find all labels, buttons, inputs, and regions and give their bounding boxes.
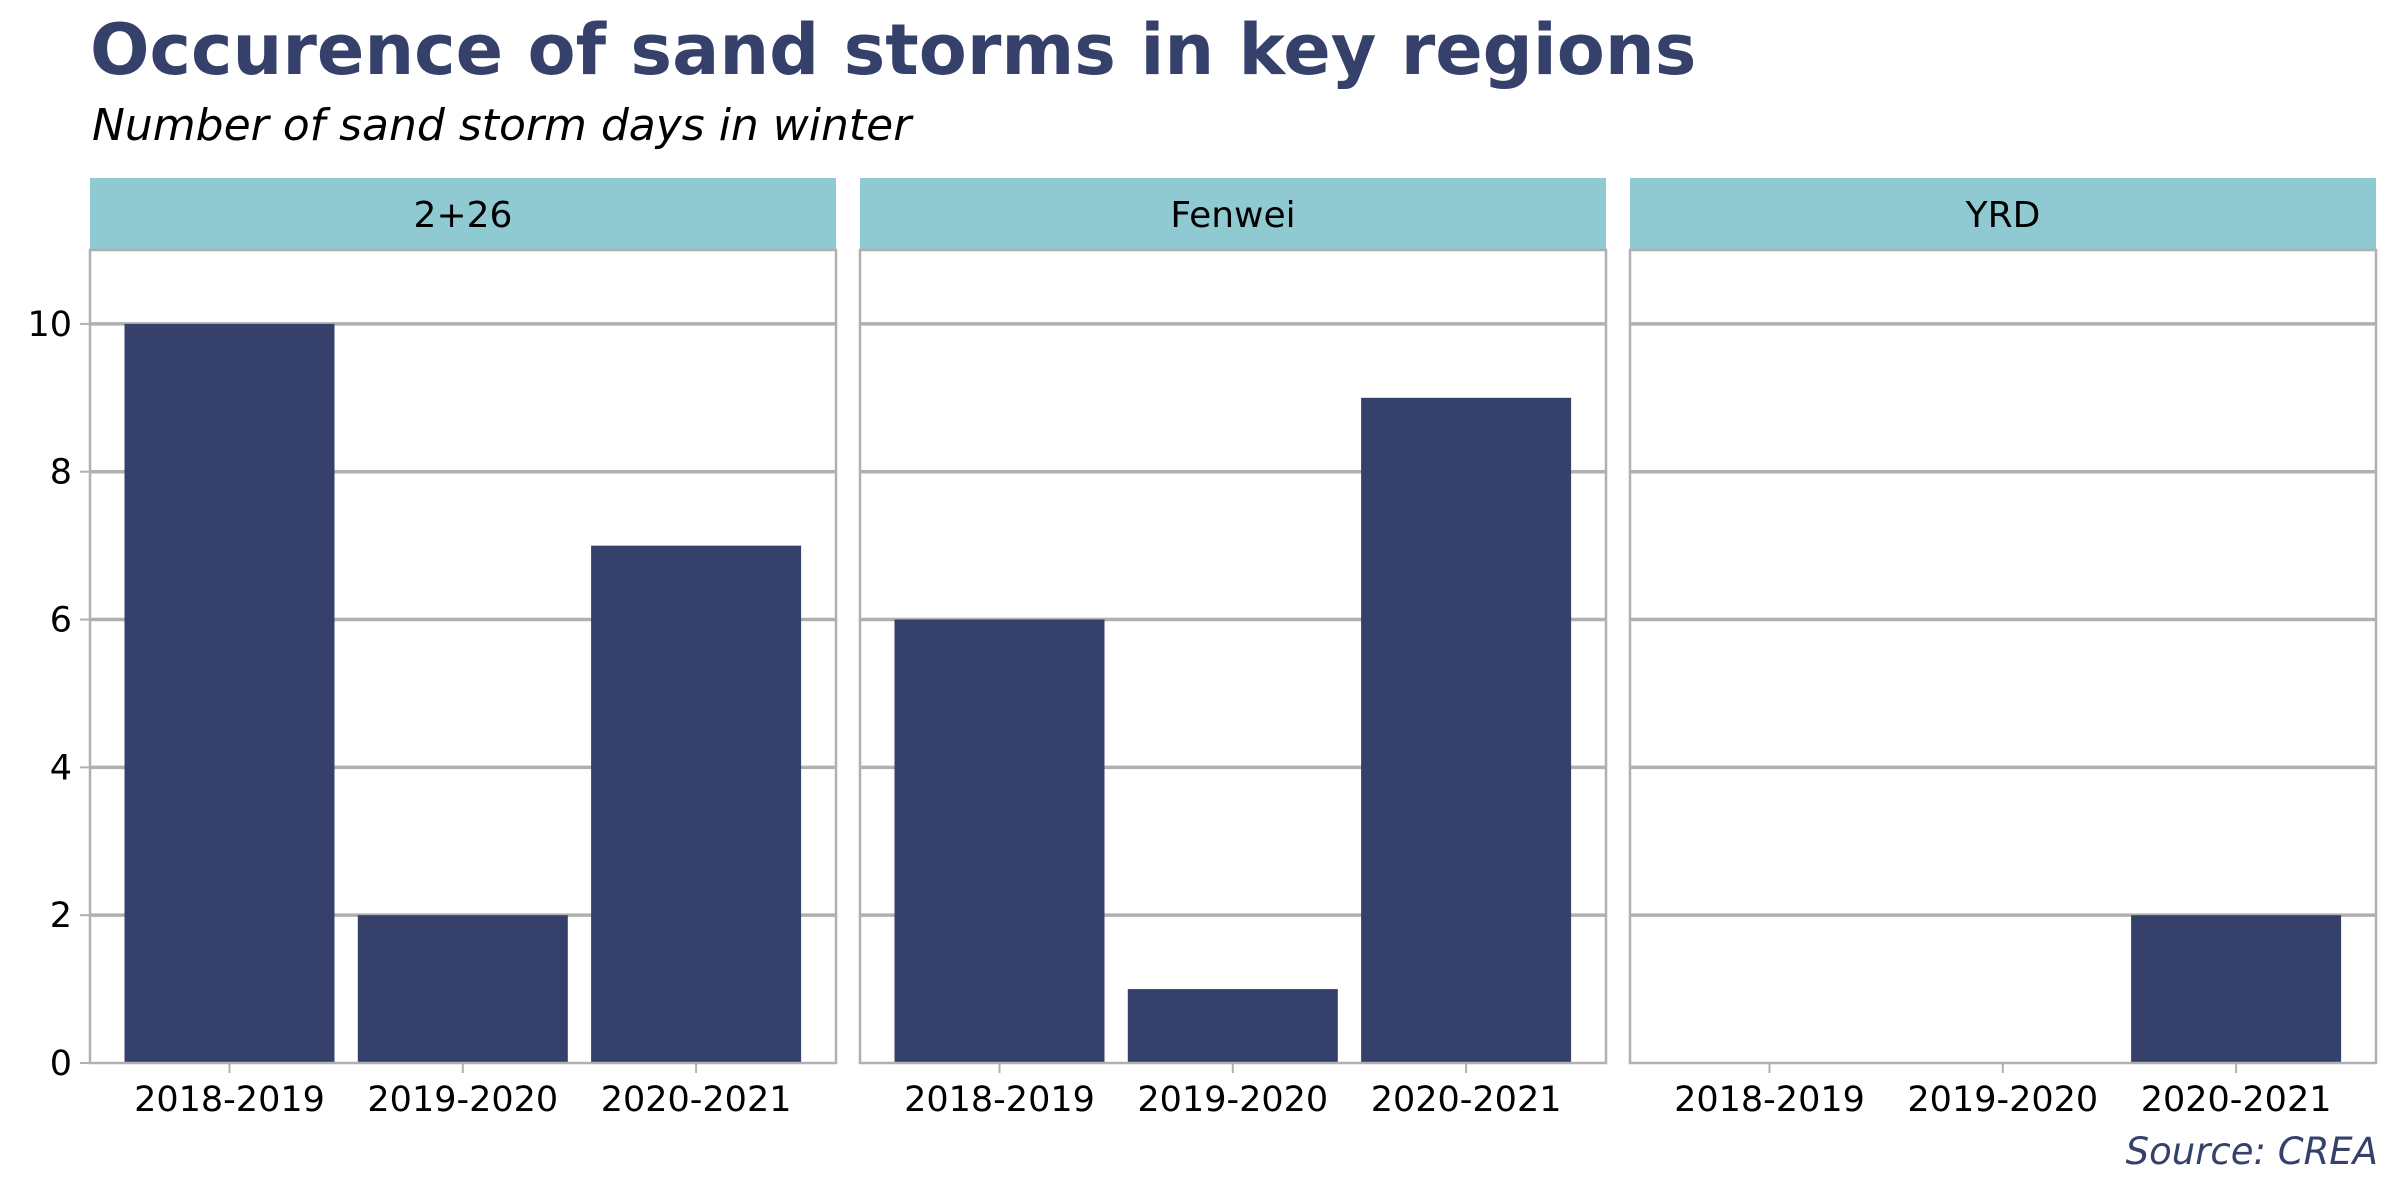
- x-tick-label: 2019-2020: [367, 1080, 558, 1120]
- x-tick-label: 2019-2020: [1137, 1080, 1328, 1120]
- y-tick-label: 8: [50, 453, 72, 493]
- facet-label: Fenwei: [1170, 195, 1295, 236]
- bar-2-26-2020-2021: [591, 545, 802, 1063]
- y-tick-label: 10: [27, 305, 72, 345]
- x-tick-label: 2019-2020: [1907, 1080, 2098, 1120]
- bar-2-26-2018-2019: [124, 323, 335, 1064]
- bar-fenwei-2019-2020: [1127, 989, 1338, 1063]
- chart-title: Occurence of sand storms in key regions: [90, 9, 1697, 91]
- x-tick-label: 2020-2021: [2141, 1080, 2332, 1120]
- x-tick-label: 2018-2019: [1674, 1080, 1865, 1120]
- facet-strip-yrd: [1630, 178, 2376, 250]
- chart-subtitle: Number of sand storm days in winter: [92, 100, 912, 151]
- bar-yrd-2020-2021: [2131, 915, 2342, 1063]
- facet-strip-fenwei: [860, 178, 1606, 250]
- facet-strip-2-26: [90, 178, 836, 250]
- x-tick-label: 2018-2019: [134, 1080, 325, 1120]
- bar-fenwei-2020-2021: [1361, 397, 1572, 1063]
- y-tick-label: 6: [50, 601, 72, 641]
- y-tick-label: 4: [50, 748, 72, 788]
- bar-fenwei-2018-2019: [894, 619, 1105, 1063]
- x-tick-label: 2020-2021: [601, 1080, 792, 1120]
- facet-label: 2+26: [414, 195, 513, 236]
- bar-2-26-2019-2020: [357, 915, 568, 1063]
- y-tick-label: 2: [50, 896, 72, 936]
- facet-label: YRD: [1965, 195, 2041, 236]
- y-tick-label: 0: [50, 1044, 72, 1084]
- source-note: Source: CREA: [2125, 1130, 2378, 1173]
- x-tick-label: 2018-2019: [904, 1080, 1095, 1120]
- x-tick-label: 2020-2021: [1371, 1080, 1562, 1120]
